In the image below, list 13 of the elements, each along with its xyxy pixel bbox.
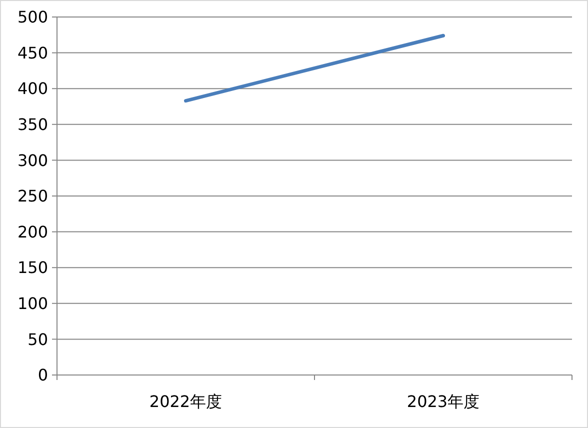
x-tick-label: 2023年度: [406, 392, 480, 411]
y-tick-label: 200: [17, 222, 48, 242]
y-tick-label: 100: [17, 294, 48, 313]
y-tick-label: 500: [17, 8, 48, 27]
x-tick-label: 2022年度: [149, 392, 222, 411]
y-tick-label: 350: [17, 115, 48, 134]
y-tick-label: 400: [17, 79, 48, 98]
y-tick-label: 450: [17, 43, 48, 62]
y-tick-label: 300: [17, 150, 48, 170]
y-tick-label: 150: [17, 258, 48, 278]
y-tick-label: 50: [28, 330, 48, 349]
y-tick-label: 0: [38, 366, 48, 385]
y-tick-label: 250: [17, 186, 48, 206]
